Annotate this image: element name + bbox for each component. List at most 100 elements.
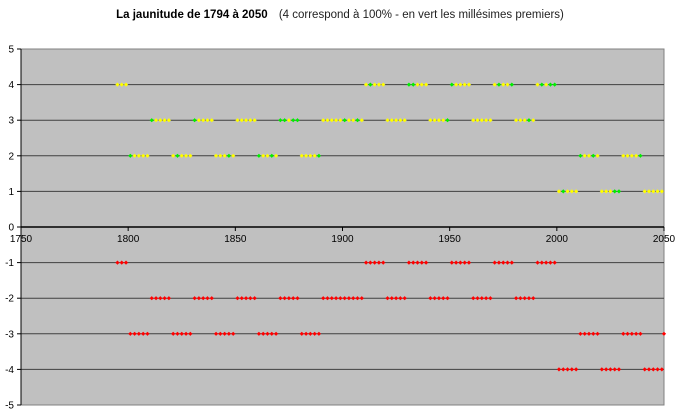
data-point-mirror	[269, 331, 274, 336]
y-tick-label: -5	[5, 401, 14, 412]
data-point	[569, 189, 574, 194]
data-point	[299, 153, 304, 158]
data-point-prime	[149, 118, 154, 123]
data-point	[141, 153, 146, 158]
data-point-mirror	[385, 296, 390, 301]
data-point-mirror	[183, 331, 189, 336]
data-point-mirror	[492, 260, 497, 265]
data-point-mirror	[166, 296, 171, 301]
data-point-mirror	[655, 367, 660, 372]
data-point-mirror	[604, 367, 609, 372]
data-point	[436, 118, 442, 123]
series-lower	[115, 260, 667, 372]
data-point	[505, 82, 510, 87]
data-point-mirror	[612, 367, 617, 372]
data-point	[351, 118, 356, 123]
data-point	[518, 118, 523, 123]
y-tick-label: 1	[8, 187, 14, 198]
data-point-mirror	[132, 331, 137, 336]
data-point-mirror	[406, 260, 412, 265]
data-point-mirror	[115, 260, 120, 265]
data-point-prime	[578, 153, 583, 158]
data-point-mirror	[273, 331, 279, 336]
data-point-mirror	[179, 331, 184, 336]
data-point-prime	[368, 82, 373, 87]
data-point-prime	[509, 82, 514, 87]
data-point-mirror	[299, 331, 304, 336]
data-point-mirror	[312, 331, 317, 336]
x-tick-label: 2000	[546, 234, 569, 245]
data-point-mirror	[441, 296, 446, 301]
data-point	[458, 82, 463, 87]
data-point-prime	[552, 82, 557, 87]
data-point-mirror	[522, 296, 527, 301]
data-point	[381, 82, 386, 87]
data-point	[484, 118, 489, 123]
data-point-mirror	[213, 331, 219, 336]
data-point-mirror	[278, 296, 283, 301]
data-point-mirror	[286, 296, 292, 301]
data-point	[123, 82, 129, 87]
data-point-prime	[175, 153, 180, 158]
data-point-prime	[355, 118, 360, 123]
data-point-mirror	[565, 367, 570, 372]
data-point	[166, 118, 171, 123]
data-point-mirror	[423, 260, 429, 265]
data-point	[393, 118, 399, 123]
y-tick-label: 2	[8, 151, 14, 162]
data-point-mirror	[531, 296, 536, 301]
data-point-mirror	[638, 331, 643, 336]
data-point-mirror	[629, 331, 634, 336]
data-point	[321, 118, 326, 123]
data-point	[171, 153, 176, 158]
chart-title: La jaunitude de 1794 à 2050	[116, 9, 268, 21]
data-point	[595, 153, 600, 158]
data-point-mirror	[411, 260, 416, 265]
data-point-prime	[449, 82, 454, 87]
data-point-mirror	[505, 260, 510, 265]
data-point	[604, 189, 609, 194]
data-point-mirror	[398, 296, 403, 301]
data-point-mirror	[333, 296, 339, 301]
data-point	[145, 153, 150, 158]
data-point	[329, 118, 334, 123]
data-point-mirror	[256, 331, 262, 336]
data-point-prime	[316, 153, 322, 158]
data-point-mirror	[351, 296, 356, 301]
data-point	[389, 118, 394, 123]
data-point-mirror	[239, 296, 244, 301]
data-point	[312, 153, 317, 158]
data-point	[363, 82, 369, 87]
data-point-mirror	[119, 260, 124, 265]
data-point-mirror	[462, 260, 467, 265]
data-point-prime	[548, 82, 553, 87]
data-point-prime	[278, 118, 283, 123]
data-point	[608, 189, 613, 194]
data-point-mirror	[359, 296, 364, 301]
data-point-prime	[539, 82, 544, 87]
data-point-mirror	[303, 331, 309, 336]
data-point	[514, 118, 519, 123]
data-point-mirror	[514, 296, 519, 301]
data-point	[655, 189, 660, 194]
data-point	[252, 118, 257, 123]
data-point-mirror	[261, 331, 266, 336]
data-point-mirror	[608, 367, 613, 372]
data-point	[153, 118, 159, 123]
data-point	[209, 118, 214, 123]
data-point	[162, 118, 167, 123]
data-point-mirror	[218, 331, 223, 336]
data-point-mirror	[222, 331, 227, 336]
data-point-mirror	[321, 296, 326, 301]
data-point-mirror	[651, 367, 656, 372]
data-point-mirror	[659, 367, 664, 372]
data-point	[522, 118, 527, 123]
data-point	[453, 82, 459, 87]
data-point-mirror	[226, 331, 232, 336]
data-point	[205, 118, 210, 123]
data-point-mirror	[544, 260, 549, 265]
data-point	[218, 153, 223, 158]
data-point	[428, 118, 433, 123]
data-point-mirror	[419, 260, 424, 265]
